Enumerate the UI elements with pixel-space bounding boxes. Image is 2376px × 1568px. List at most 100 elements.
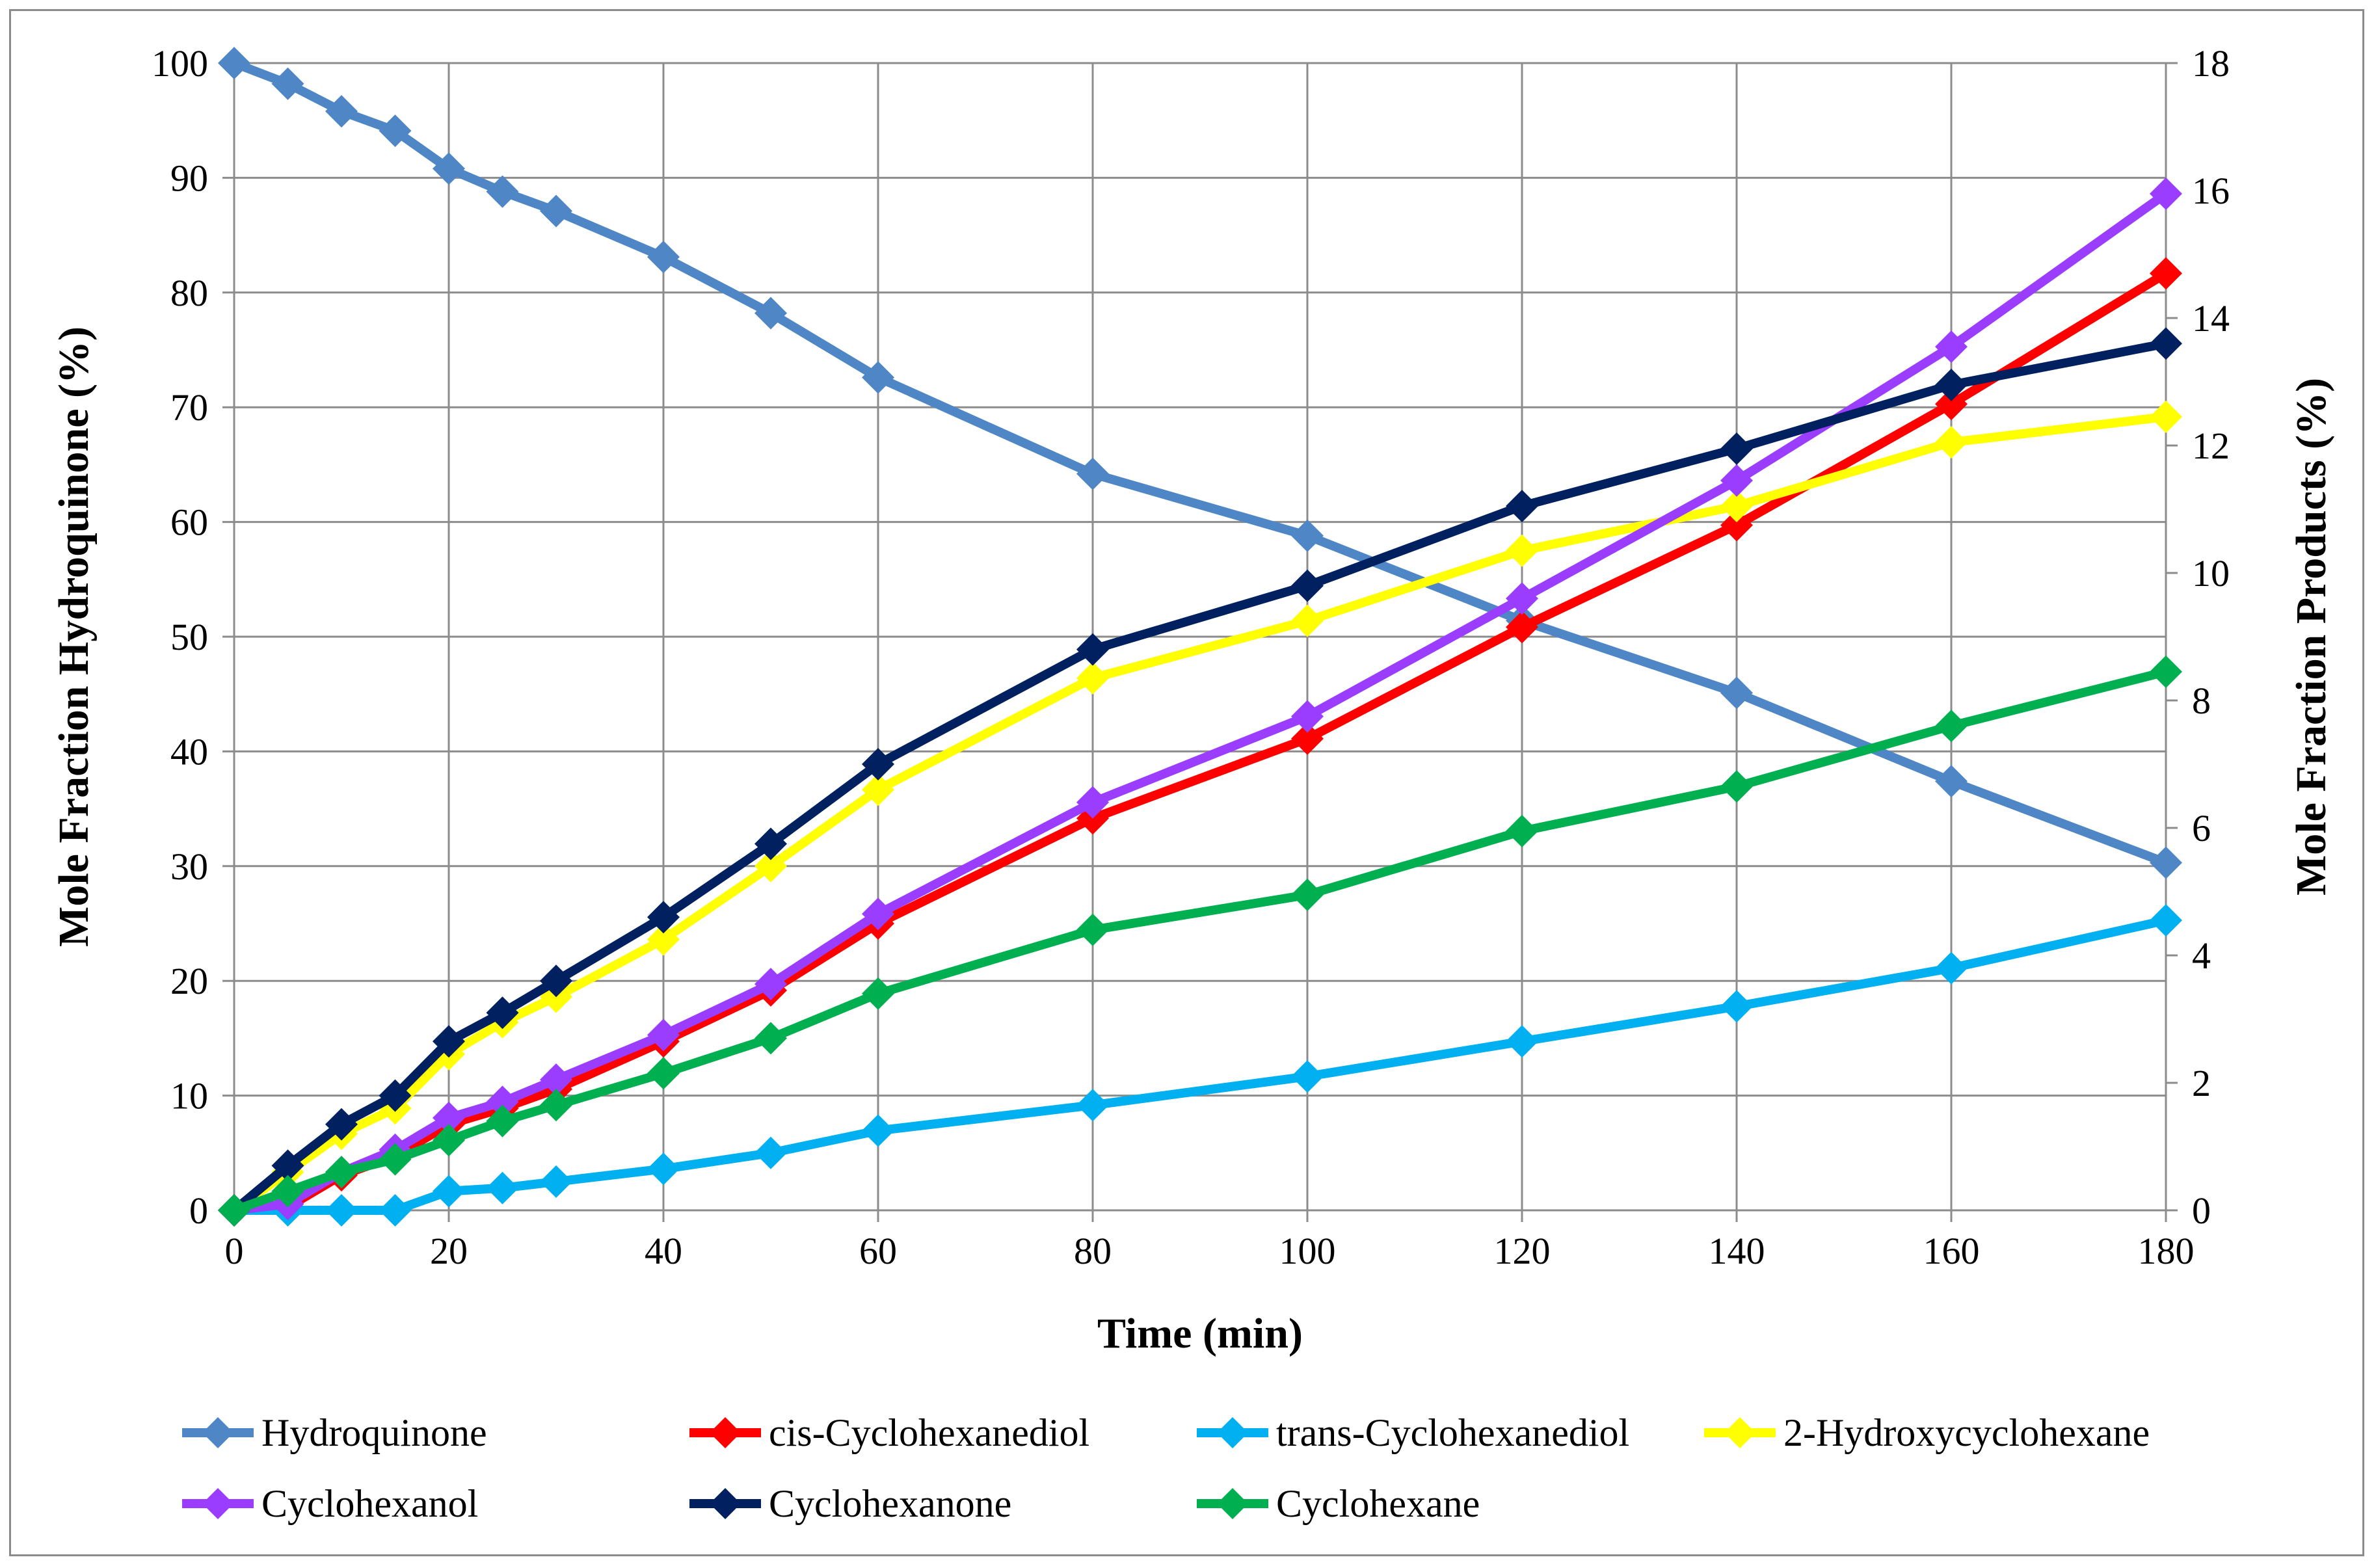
data-point xyxy=(540,1089,572,1122)
y2-tick-label: 8 xyxy=(2192,680,2211,722)
data-point xyxy=(379,1194,412,1227)
legend-label: trans-Cyclohexanediol xyxy=(1276,1411,1629,1454)
data-point xyxy=(1506,1025,1538,1058)
series-cyclohexanone xyxy=(218,327,2182,1227)
data-point xyxy=(486,175,519,208)
data-point xyxy=(1076,1089,1109,1122)
data-point xyxy=(1720,432,1753,465)
data-point xyxy=(862,361,894,394)
data-point xyxy=(1291,878,1324,911)
x-tick-label: 40 xyxy=(645,1230,682,1272)
legend-item: trans-Cyclohexanediol xyxy=(1197,1411,1629,1454)
data-point xyxy=(379,1143,412,1176)
data-point xyxy=(540,1165,572,1198)
plot-area-border xyxy=(233,62,2167,1212)
x-tick-label: 180 xyxy=(2138,1230,2195,1272)
legend-item: Cyclohexanol xyxy=(182,1482,478,1525)
data-point xyxy=(1935,426,1968,459)
series-cyclohexanol xyxy=(218,177,2182,1227)
data-point xyxy=(754,827,787,860)
x-tick-label: 80 xyxy=(1074,1230,1112,1272)
series-line xyxy=(230,269,2170,1215)
data-point xyxy=(1076,457,1109,490)
series-line xyxy=(230,412,2170,1215)
data-point xyxy=(325,1194,358,1227)
data-point xyxy=(1291,722,1324,755)
legend-item: Cyclohexanone xyxy=(689,1482,1011,1525)
y-axis-title-left: Mole Fraction Hydroquinone (%) xyxy=(50,326,98,947)
axis-titles: Time (min) Mole Fraction Hydroquinone (%… xyxy=(50,326,2335,1357)
series-line xyxy=(230,339,2170,1215)
data-point xyxy=(540,1063,572,1096)
data-point xyxy=(486,1104,519,1137)
y2-tick-label: 18 xyxy=(2192,42,2230,85)
series-line xyxy=(230,59,2170,868)
y-tick-label: 0 xyxy=(189,1189,208,1232)
data-point xyxy=(754,968,787,1001)
data-point xyxy=(1720,464,1753,497)
data-point xyxy=(325,1156,358,1189)
legend: Hydroquinone cis-Cyclohexanediol trans-Cyc… xyxy=(182,1411,2150,1525)
data-point xyxy=(647,1018,680,1052)
y-tick-label: 70 xyxy=(170,386,208,429)
legend-item: Hydroquinone xyxy=(182,1411,487,1454)
data-point xyxy=(1720,676,1753,710)
data-point xyxy=(862,748,894,780)
y-tick-label: 30 xyxy=(170,845,208,888)
y-tick-label: 100 xyxy=(152,42,208,85)
legend-label: Cyclohexane xyxy=(1276,1482,1480,1525)
data-point xyxy=(1935,368,1968,401)
data-point xyxy=(754,849,787,883)
data-point xyxy=(1291,569,1324,602)
data-point xyxy=(1506,490,1538,523)
y-tick-label: 10 xyxy=(170,1075,208,1117)
data-point xyxy=(2150,177,2182,210)
data-point xyxy=(1720,490,1753,523)
data-point xyxy=(2150,327,2182,360)
data-point xyxy=(2150,655,2182,688)
data-point xyxy=(486,1085,519,1119)
data-point xyxy=(218,1194,250,1227)
data-point xyxy=(647,241,680,274)
y2-tick-label: 4 xyxy=(2192,935,2211,977)
series-line xyxy=(230,667,2170,1215)
legend-label: 2-Hydroxycyclohexane xyxy=(1783,1411,2150,1454)
data-point xyxy=(647,1057,680,1090)
y-tick-label: 80 xyxy=(170,272,208,314)
legend-item: cis-Cyclohexanediol xyxy=(689,1411,1089,1454)
series-cyclohexane xyxy=(218,655,2182,1227)
data-point xyxy=(1720,770,1753,803)
legend-marker xyxy=(202,1417,234,1448)
data-point xyxy=(1935,951,1968,985)
data-point xyxy=(862,897,894,931)
x-tick-label: 100 xyxy=(1279,1230,1336,1272)
data-point xyxy=(271,67,304,100)
data-point xyxy=(2150,257,2182,290)
grid xyxy=(233,62,2167,1212)
data-point xyxy=(1076,661,1109,695)
legend-label: Hydroquinone xyxy=(261,1411,487,1454)
legend-label: cis-Cyclohexanediol xyxy=(769,1411,1089,1454)
y2-tick-label: 10 xyxy=(2192,552,2230,594)
data-point xyxy=(754,1022,787,1055)
data-point xyxy=(1935,765,1968,798)
data-point xyxy=(218,47,250,79)
data-point xyxy=(2150,904,2182,937)
data-point xyxy=(1506,534,1538,567)
y2-tick-label: 16 xyxy=(2192,170,2230,212)
legend-label: Cyclohexanone xyxy=(769,1482,1011,1525)
x-tick-label: 60 xyxy=(859,1230,897,1272)
data-point xyxy=(1076,913,1109,946)
data-point xyxy=(433,1025,465,1058)
x-tick-label: 140 xyxy=(1709,1230,1765,1272)
data-point xyxy=(325,95,358,128)
series-trans-cyclohexanediol xyxy=(218,904,2182,1227)
data-point xyxy=(271,1175,304,1208)
data-point xyxy=(379,114,412,148)
data-point xyxy=(1506,814,1538,847)
data-point xyxy=(1506,611,1538,644)
data-point xyxy=(647,1152,680,1186)
data-point xyxy=(1935,388,1968,421)
series-layer xyxy=(218,47,2182,1227)
